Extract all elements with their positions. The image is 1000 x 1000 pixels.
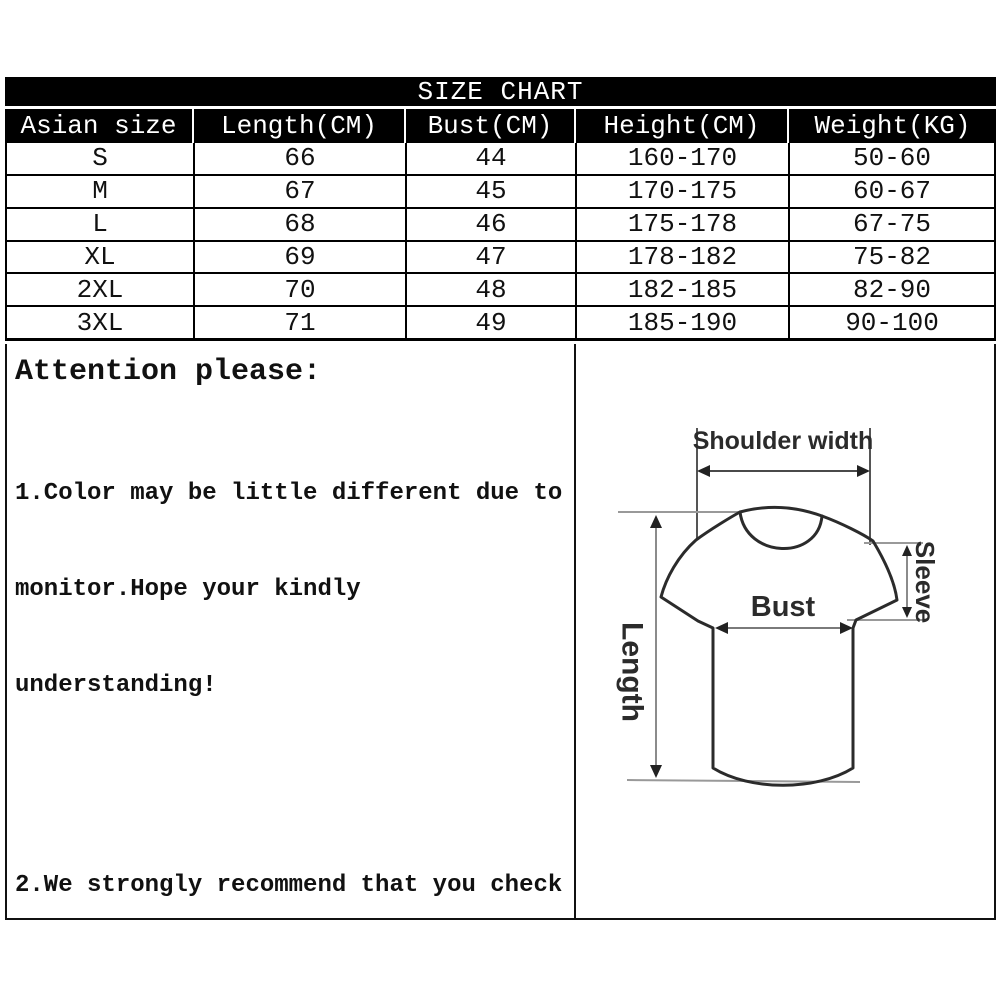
cell-bust-3xl: 49 <box>407 307 575 338</box>
attention-heading: Attention please: <box>15 355 322 389</box>
cell-weight-2xl: 82-90 <box>790 274 994 306</box>
sleeve-label: Sleeve <box>910 541 940 623</box>
arrowhead-icon <box>857 465 870 477</box>
note-line: 2.We strongly recommend that you check <box>15 872 563 899</box>
arrowhead-icon <box>650 765 662 778</box>
attention-box: Attention please: 1.Color may be little … <box>5 344 576 920</box>
cell-height-xl: 178-182 <box>577 241 788 273</box>
header-cell-asian-size: Asian size <box>5 109 194 143</box>
arrowhead-icon <box>902 607 912 618</box>
cell-size-xl: XL <box>7 241 193 273</box>
shoulder-width-label: Shoulder width <box>693 427 874 455</box>
cell-size-2xl: 2XL <box>7 274 193 306</box>
tshirt-outline-icon <box>659 505 899 787</box>
tshirt-measurement-diagram: Shoulder width Length Sleeve Bust <box>576 344 996 920</box>
cell-weight-s: 50-60 <box>790 143 994 174</box>
cell-weight-3xl: 90-100 <box>790 307 994 338</box>
size-table-body: S 66 44 160-170 50-60 M 67 45 170-175 60… <box>5 143 996 341</box>
cell-height-2xl: 182-185 <box>577 274 788 306</box>
cell-height-m: 170-175 <box>577 175 788 207</box>
arrowhead-icon <box>840 622 853 634</box>
header-cell-height: Height(CM) <box>576 109 789 143</box>
arrowhead-icon <box>902 545 912 556</box>
cell-bust-l: 46 <box>407 208 575 240</box>
tshirt-diagram-svg: Shoulder width Length Sleeve Bust <box>616 427 940 787</box>
cell-size-m: M <box>7 175 193 207</box>
cell-size-3xl: 3XL <box>7 307 193 338</box>
cell-weight-l: 67-75 <box>790 208 994 240</box>
size-table-header: Asian size Length(CM) Bust(CM) Height(CM… <box>5 109 996 143</box>
chart-title: SIZE CHART <box>5 77 996 107</box>
cell-height-s: 160-170 <box>577 143 788 174</box>
length-label: Length <box>616 622 649 722</box>
cell-length-s: 66 <box>195 143 405 174</box>
cell-bust-m: 45 <box>407 175 575 207</box>
arrowhead-icon <box>697 465 710 477</box>
arrowhead-icon <box>715 622 728 634</box>
cell-weight-xl: 75-82 <box>790 241 994 273</box>
cell-weight-m: 60-67 <box>790 175 994 207</box>
cell-size-l: L <box>7 208 193 240</box>
cell-bust-2xl: 48 <box>407 274 575 306</box>
attention-note-1: 1.Color may be little different due to m… <box>15 414 574 766</box>
cell-height-3xl: 185-190 <box>577 307 788 338</box>
arrowhead-icon <box>650 515 662 528</box>
cell-length-m: 67 <box>195 175 405 207</box>
note-line: understanding! <box>15 672 217 699</box>
tshirt-neckline-icon <box>738 510 824 550</box>
cell-length-2xl: 70 <box>195 274 405 306</box>
cell-length-xl: 69 <box>195 241 405 273</box>
cell-length-3xl: 71 <box>195 307 405 338</box>
header-cell-length: Length(CM) <box>194 109 406 143</box>
attention-note-2: 2.We strongly recommend that you check y… <box>15 806 574 918</box>
cell-height-l: 175-178 <box>577 208 788 240</box>
note-line: monitor.Hope your kindly <box>15 576 361 603</box>
cell-bust-s: 44 <box>407 143 575 174</box>
cell-length-l: 68 <box>195 208 405 240</box>
cell-bust-xl: 47 <box>407 241 575 273</box>
bust-label: Bust <box>751 591 816 623</box>
header-cell-weight: Weight(KG) <box>814 111 971 141</box>
header-cell-bust: Bust(CM) <box>406 109 576 143</box>
cell-size-s: S <box>7 143 193 174</box>
note-line: 1.Color may be little different due to <box>15 480 563 507</box>
